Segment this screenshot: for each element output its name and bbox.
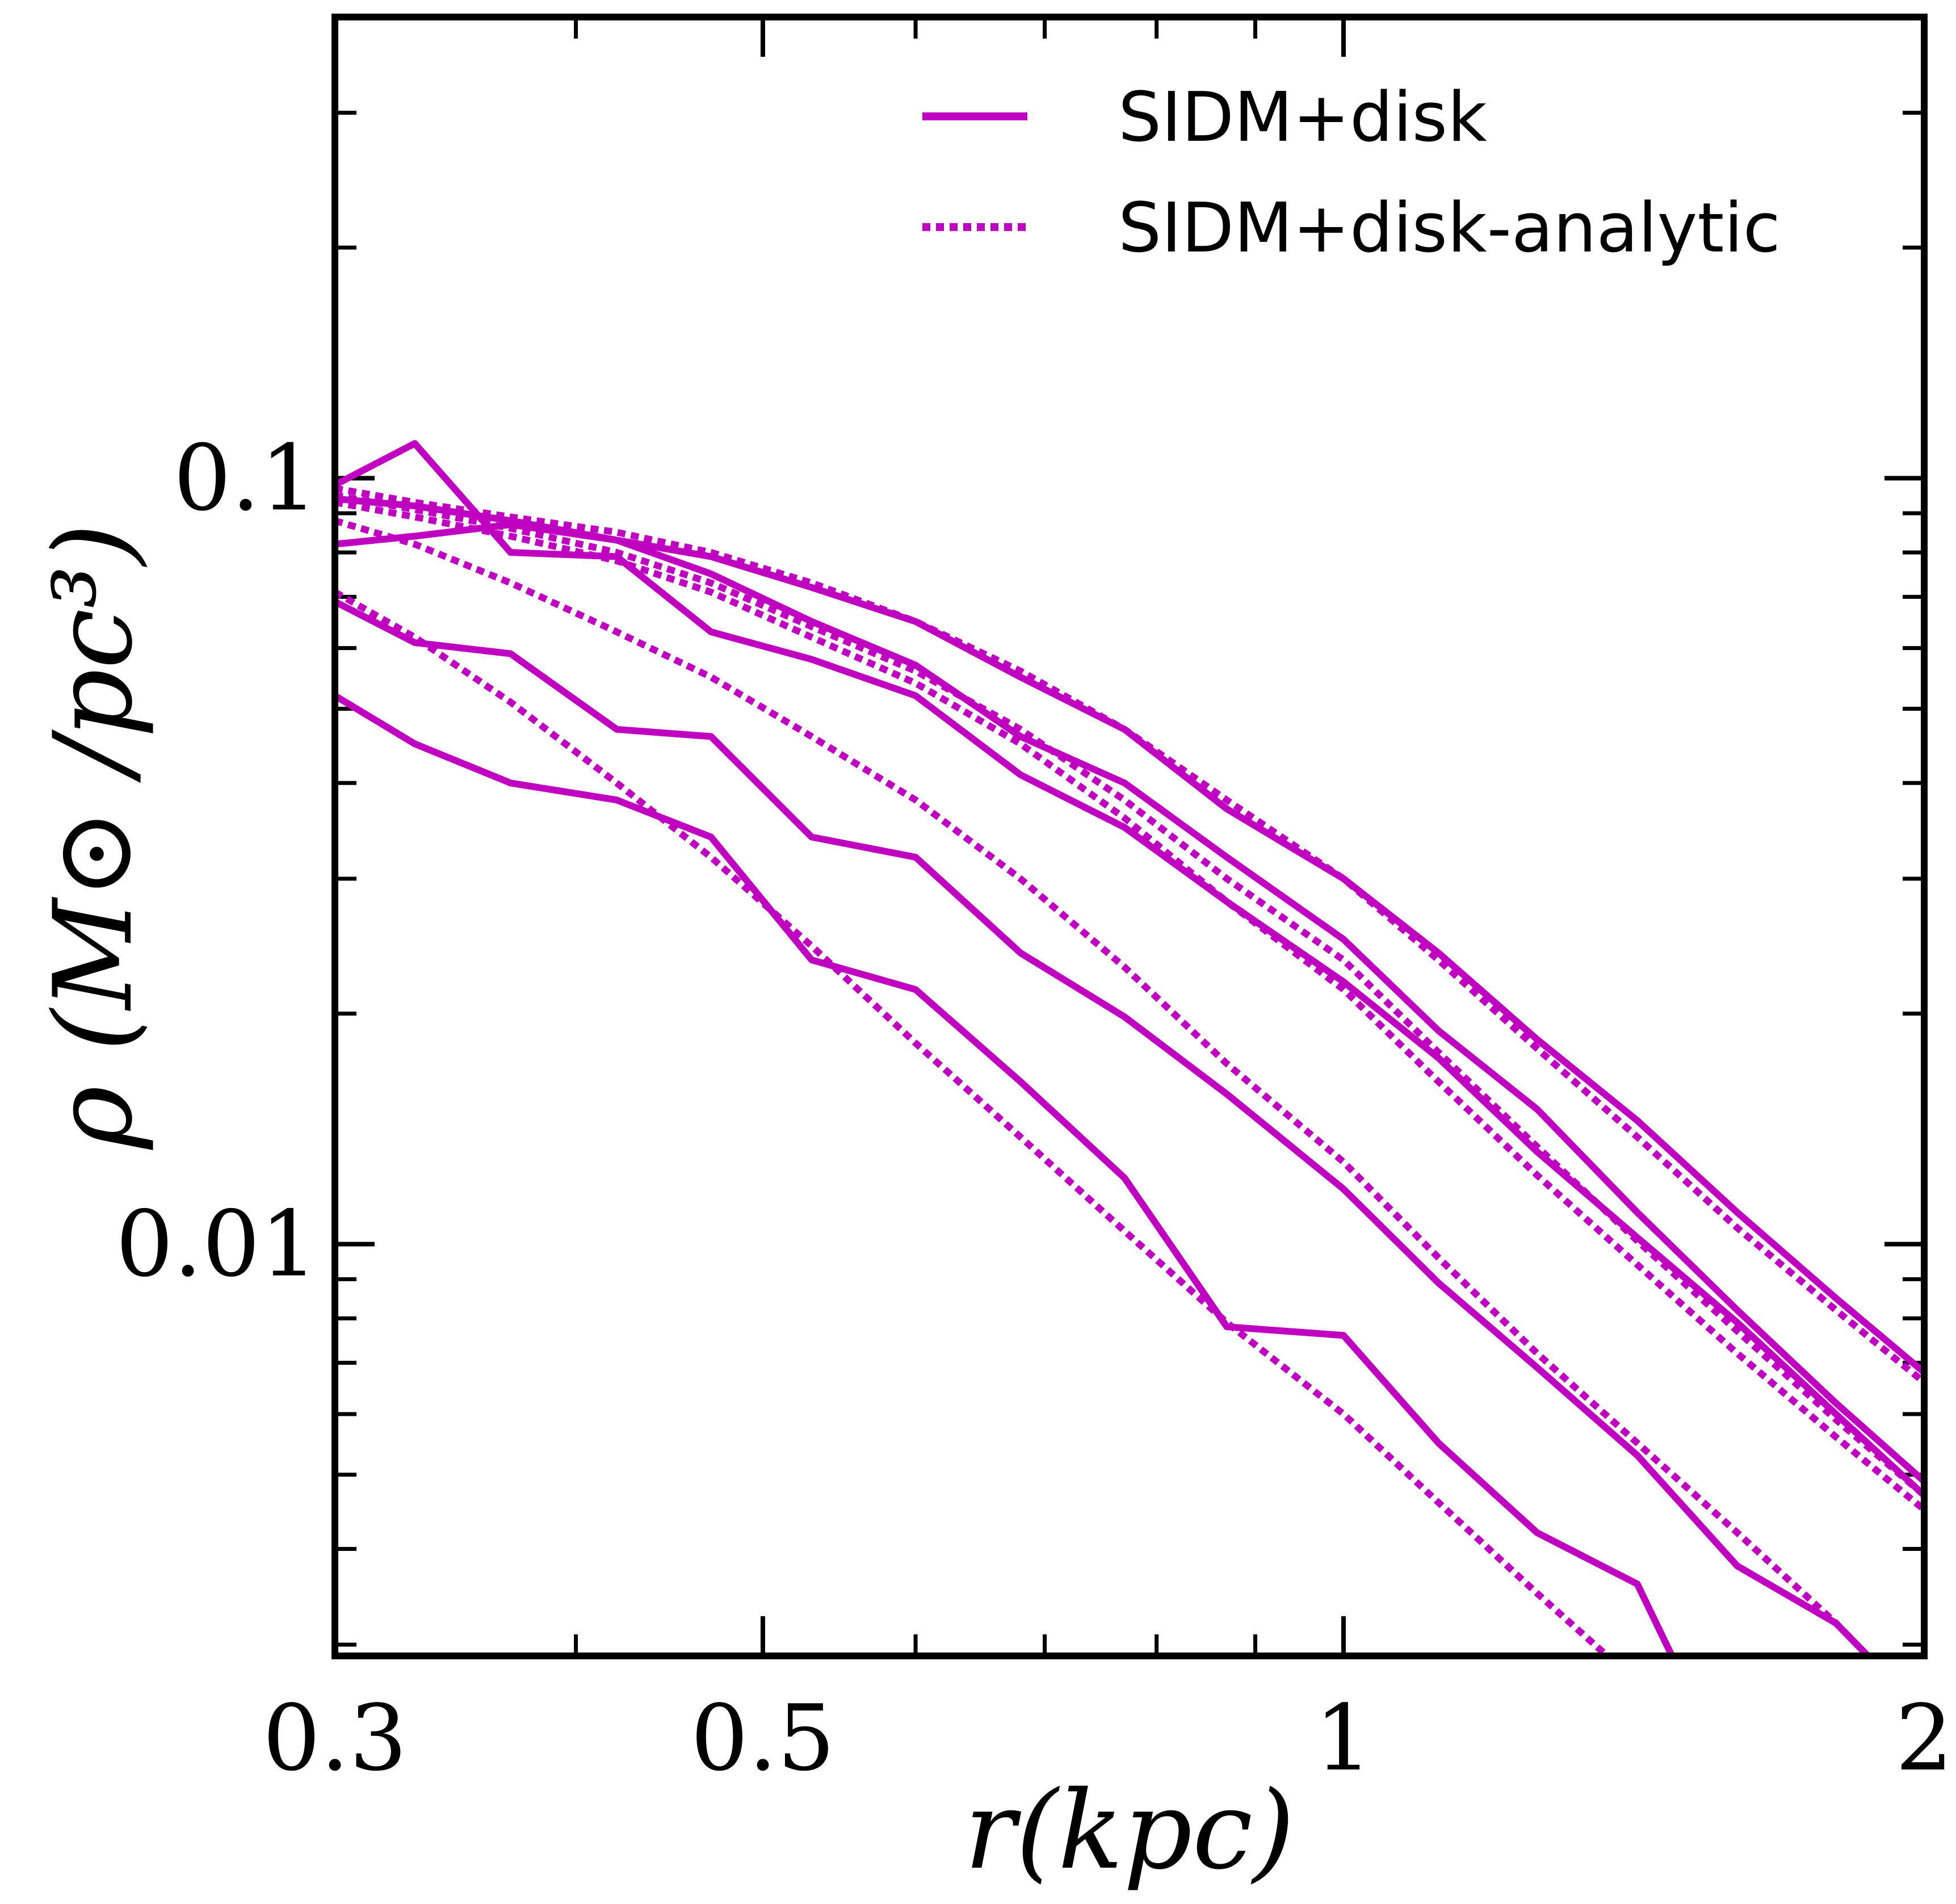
y-tick-label: 0.01 bbox=[116, 1191, 318, 1297]
x-tick-label: 0.5 bbox=[691, 1685, 835, 1791]
legend-label-dotted: SIDM+disk-analytic bbox=[1118, 189, 1781, 268]
x-axis-title: r(kpc) bbox=[964, 1768, 1295, 1893]
chart: 0.3 0.5 1 2 0.01 0.1 r(kpc) ρ (M⊙ /pc³) SIDM+… bbox=[0, 0, 1956, 1904]
y-axis-title: ρ (M⊙ /pc³) bbox=[31, 523, 156, 1151]
chart-background bbox=[0, 0, 1956, 1904]
y-tick-label: 0.1 bbox=[174, 425, 318, 531]
legend-label-solid: SIDM+disk bbox=[1118, 78, 1487, 157]
x-tick-label: 0.3 bbox=[263, 1685, 407, 1791]
x-tick-label: 2 bbox=[1895, 1685, 1953, 1791]
x-tick-label: 1 bbox=[1315, 1685, 1372, 1791]
